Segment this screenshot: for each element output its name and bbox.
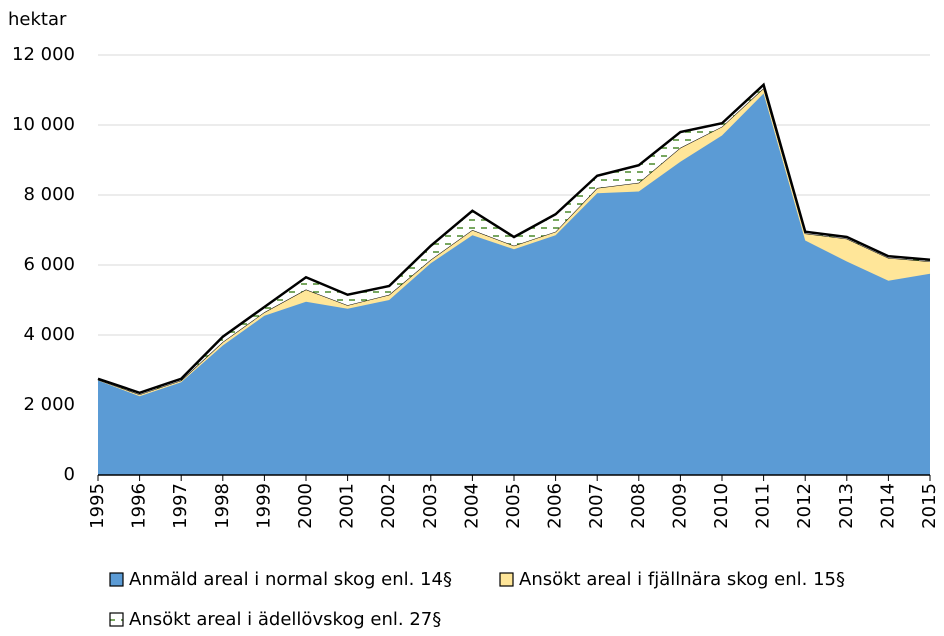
x-tick-label: 2005	[503, 483, 524, 529]
x-tick-label: 1999	[253, 483, 274, 529]
area-edge	[97, 82, 931, 395]
x-tick-label: 1997	[170, 483, 191, 529]
y-tick-label: 4 000	[23, 324, 75, 345]
x-tick-label: 2014	[877, 483, 898, 529]
x-tick-label: 1995	[87, 483, 108, 529]
x-tick-label: 1998	[212, 483, 233, 529]
y-tick-label: 10 000	[12, 114, 75, 135]
x-tick-label: 2000	[295, 483, 316, 529]
x-tick-label: 2004	[461, 483, 482, 529]
area	[98, 93, 930, 475]
legend-swatch	[109, 612, 124, 627]
y-axis-label: hektar	[8, 9, 67, 30]
x-tick-label: 2002	[378, 483, 399, 529]
x-tick-label: 1996	[129, 483, 150, 529]
x-tick-label: 2015	[919, 483, 940, 529]
x-tick-label: 2013	[836, 483, 857, 529]
legend-label: Anmäld areal i normal skog enl. 14§	[129, 569, 452, 590]
legend-swatch	[499, 572, 514, 587]
y-tick-label: 2 000	[23, 394, 75, 415]
x-tick-label: 2001	[337, 483, 358, 529]
area	[98, 84, 930, 395]
y-tick-label: 6 000	[23, 254, 75, 275]
legend-label: Ansökt areal i ädellövskog enl. 27§	[129, 609, 441, 630]
x-tick-label: 2010	[711, 483, 732, 529]
x-tick-label: 2011	[753, 483, 774, 529]
x-tick-label: 2008	[628, 483, 649, 529]
y-tick-label: 12 000	[12, 44, 75, 65]
legend-swatch	[109, 572, 124, 587]
x-tick-label: 2009	[669, 483, 690, 529]
y-tick-label: 0	[64, 464, 75, 485]
x-tick-label: 2007	[586, 483, 607, 529]
legend-label: Ansökt areal i fjällnära skog enl. 15§	[519, 569, 845, 590]
x-tick-label: 2012	[794, 483, 815, 529]
y-tick-label: 8 000	[23, 184, 75, 205]
x-tick-label: 2006	[545, 483, 566, 529]
x-tick-label: 2003	[420, 483, 441, 529]
